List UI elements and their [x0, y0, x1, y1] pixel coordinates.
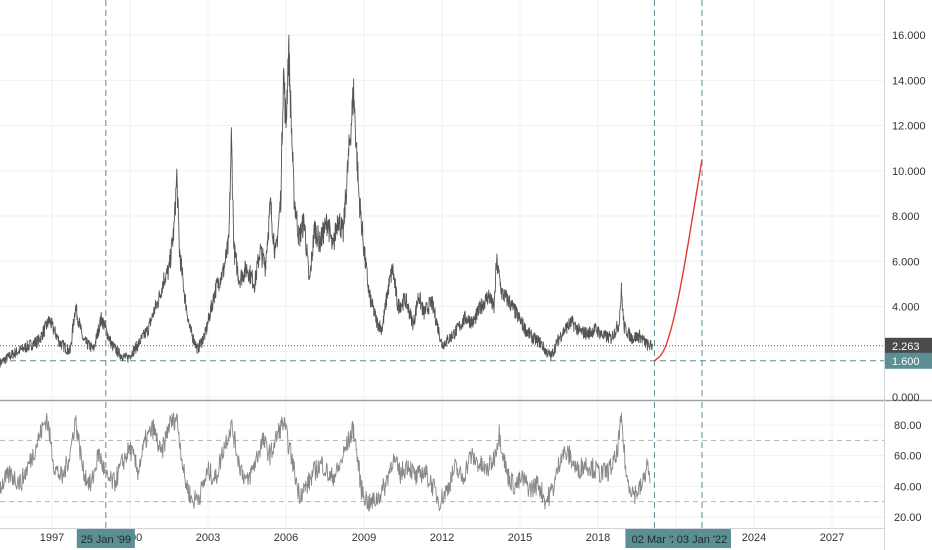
price-pane[interactable] — [0, 34, 703, 368]
rsi-axis-tick-label: 60.00 — [894, 451, 922, 463]
date-label-badge — [673, 529, 731, 548]
price-axis-tick-label: 6.000 — [892, 256, 920, 268]
date-label-text: 02 Mar '2 — [632, 534, 678, 546]
price-label-badge — [885, 337, 932, 354]
price-axis-tick-label: 4.000 — [892, 302, 920, 314]
axis-labels: 0.0002.0004.0006.0008.00010.00012.00014.… — [40, 30, 932, 548]
price-label-text: 2.263 — [892, 341, 920, 353]
price-axis-tick-label: 12.000 — [892, 121, 926, 133]
grid — [0, 0, 884, 528]
time-axis-tick-label: 2009 — [352, 532, 376, 544]
date-label-badge — [625, 529, 684, 548]
time-axis-tick-label: 2015 — [508, 532, 532, 544]
rsi-axis-tick-label: 20.00 — [894, 512, 922, 524]
price-axis-tick-label: 0.000 — [892, 392, 920, 404]
rsi-pane[interactable] — [0, 412, 884, 512]
time-axis-tick-label: 2018 — [586, 532, 610, 544]
date-label-text: 25 Jan '99 — [81, 534, 131, 546]
projection-curve[interactable] — [653, 159, 703, 362]
time-axis-tick-label: 2003 — [196, 532, 220, 544]
price-label-badge — [885, 352, 932, 369]
rsi-axis-tick-label: 80.00 — [894, 420, 922, 432]
time-axis-tick-label: 2006 — [274, 532, 298, 544]
price-axis-tick-label: 10.000 — [892, 166, 926, 178]
date-label-badge — [76, 529, 135, 548]
time-axis-tick-label: 2027 — [820, 532, 844, 544]
time-axis-tick-label: 2024 — [742, 532, 766, 544]
price-axis-tick-label: 14.000 — [892, 75, 926, 87]
price-axis-tick-label: 16.000 — [892, 30, 926, 42]
time-axis-tick-label: 1997 — [40, 532, 64, 544]
time-axis-tick-label: 2012 — [430, 532, 454, 544]
rsi-series-line[interactable] — [0, 412, 651, 512]
rsi-axis-tick-label: 40.00 — [894, 481, 922, 493]
date-label-text: 03 Jan '22 — [677, 534, 727, 546]
price-series-line[interactable] — [0, 34, 654, 368]
price-axis-tick-label: 8.000 — [892, 211, 920, 223]
price-label-text: 1.600 — [892, 356, 920, 368]
